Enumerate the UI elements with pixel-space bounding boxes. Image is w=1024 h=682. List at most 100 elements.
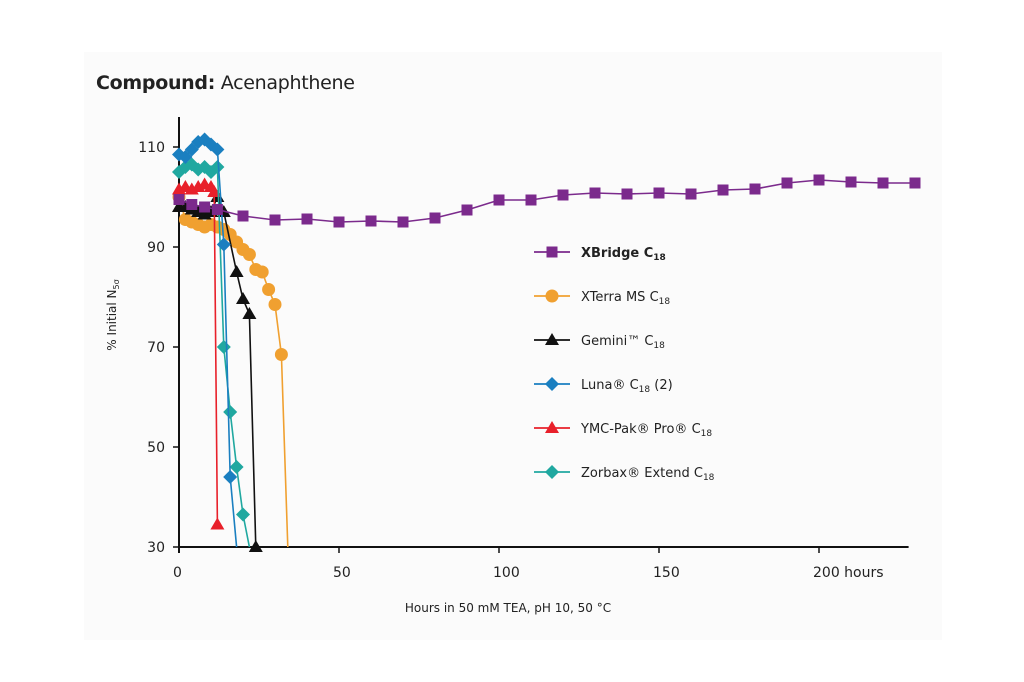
legend-marker — [546, 246, 558, 258]
legend-item: Luna® C18 (2) — [534, 377, 673, 395]
y-tick-label: 30 — [147, 540, 165, 556]
legend-label: XBridge C18 — [581, 246, 666, 263]
legend-marker — [545, 465, 559, 479]
data-point — [237, 210, 249, 222]
axes: 0 50 100 150 200 hours 110 90 70 50 30 — [138, 117, 909, 581]
series-layer — [172, 132, 921, 552]
legend-label: YMC-Pak® Pro® C18 — [580, 422, 712, 439]
legend-label-main: XBridge C — [581, 246, 653, 261]
data-point — [493, 194, 505, 206]
x-axis-label: Hours in 50 mM TEA, pH 10, 50 °C — [405, 601, 611, 615]
legend-label: Zorbax® Extend C18 — [581, 466, 715, 483]
title-compound: Acenaphthene — [220, 72, 355, 94]
data-point — [525, 194, 537, 206]
title-prefix: Compound: — [96, 72, 216, 94]
data-point — [211, 204, 223, 215]
legend-marker — [545, 377, 559, 391]
series-ymc-pak-pro-c18 — [172, 177, 225, 530]
data-point — [248, 540, 263, 552]
series-xbridge-c18 — [173, 174, 921, 228]
y-axis-label-sub: 5σ — [112, 279, 121, 289]
series-line — [178, 196, 289, 548]
data-point — [210, 517, 225, 530]
legend-label-sub: 18 — [653, 253, 666, 263]
legend-item: Gemini™ C18 — [534, 333, 665, 351]
data-point — [229, 460, 244, 474]
legend-label-main: Luna® C — [581, 378, 639, 393]
data-point — [333, 216, 345, 228]
series-line — [178, 179, 915, 223]
data-point — [685, 188, 697, 200]
legend-label-sub: 18 — [639, 385, 651, 395]
data-point — [397, 216, 409, 228]
legend-label-main: XTerra MS C — [581, 290, 659, 305]
data-point — [269, 214, 281, 226]
data-point — [262, 283, 276, 296]
legend-marker — [545, 421, 559, 433]
data-point — [365, 215, 377, 227]
data-point — [210, 142, 225, 157]
data-point — [781, 177, 793, 189]
legend-label-main: Zorbax® Extend C — [581, 466, 703, 481]
legend-item: YMC-Pak® Pro® C18 — [534, 421, 712, 439]
data-point — [186, 199, 198, 210]
x-tick-label: 200 hours — [813, 565, 884, 581]
data-point — [216, 237, 231, 252]
legend-label: XTerra MS C18 — [581, 290, 670, 307]
legend-label-main: Gemini™ C — [581, 334, 653, 349]
data-point — [274, 348, 288, 361]
data-point — [229, 265, 244, 277]
y-tick-label: 110 — [138, 140, 165, 156]
data-point — [301, 213, 313, 225]
data-point — [845, 176, 857, 188]
legend-label-sub: 18 — [653, 341, 665, 351]
data-point — [268, 298, 282, 311]
series-luna-c18-2 — [172, 132, 238, 548]
chart-title: Compound: Acenaphthene — [96, 72, 355, 94]
legend-item: XTerra MS C18 — [534, 289, 670, 307]
legend-label: Gemini™ C18 — [581, 334, 665, 351]
x-tick-label: 100 — [493, 565, 520, 581]
data-point — [877, 177, 889, 189]
legend-label-sub: 18 — [659, 297, 671, 307]
data-point — [223, 405, 238, 419]
data-point — [242, 248, 256, 261]
data-point — [173, 194, 185, 205]
data-point — [749, 183, 761, 195]
y-axis-label-main: % Initial N — [105, 289, 119, 350]
data-point — [461, 204, 473, 216]
data-point — [717, 184, 729, 196]
data-point — [429, 212, 441, 224]
legend-item: XBridge C18 — [534, 246, 666, 263]
x-tick-label: 150 — [653, 565, 680, 581]
data-point — [236, 292, 250, 304]
x-tick-label: 50 — [333, 565, 351, 581]
data-point — [653, 187, 665, 199]
series-line — [178, 183, 219, 525]
data-point — [199, 201, 211, 213]
data-point — [255, 265, 269, 279]
y-tick-label: 50 — [147, 440, 165, 456]
data-point — [210, 160, 225, 174]
y-tick-label: 70 — [147, 340, 165, 356]
y-tick-label: 90 — [147, 240, 165, 256]
legend-label: Luna® C18 (2) — [581, 378, 673, 395]
data-point — [236, 507, 250, 522]
x-tick-label: 0 — [173, 565, 182, 581]
data-point — [589, 187, 601, 199]
legend-marker — [545, 289, 559, 303]
data-point — [621, 188, 633, 200]
legend-label-sub: 18 — [701, 429, 713, 439]
data-point — [242, 307, 257, 319]
legend-label-suffix: (2) — [650, 378, 673, 393]
legend-label-main: YMC-Pak® Pro® C — [580, 422, 701, 437]
y-axis-label: % Initial N5σ — [105, 279, 121, 350]
data-point — [909, 177, 921, 189]
legend-item: Zorbax® Extend C18 — [534, 465, 715, 483]
data-point — [813, 174, 825, 186]
legend-marker — [545, 333, 559, 345]
data-point — [216, 340, 231, 354]
legend-label-sub: 18 — [703, 473, 715, 483]
